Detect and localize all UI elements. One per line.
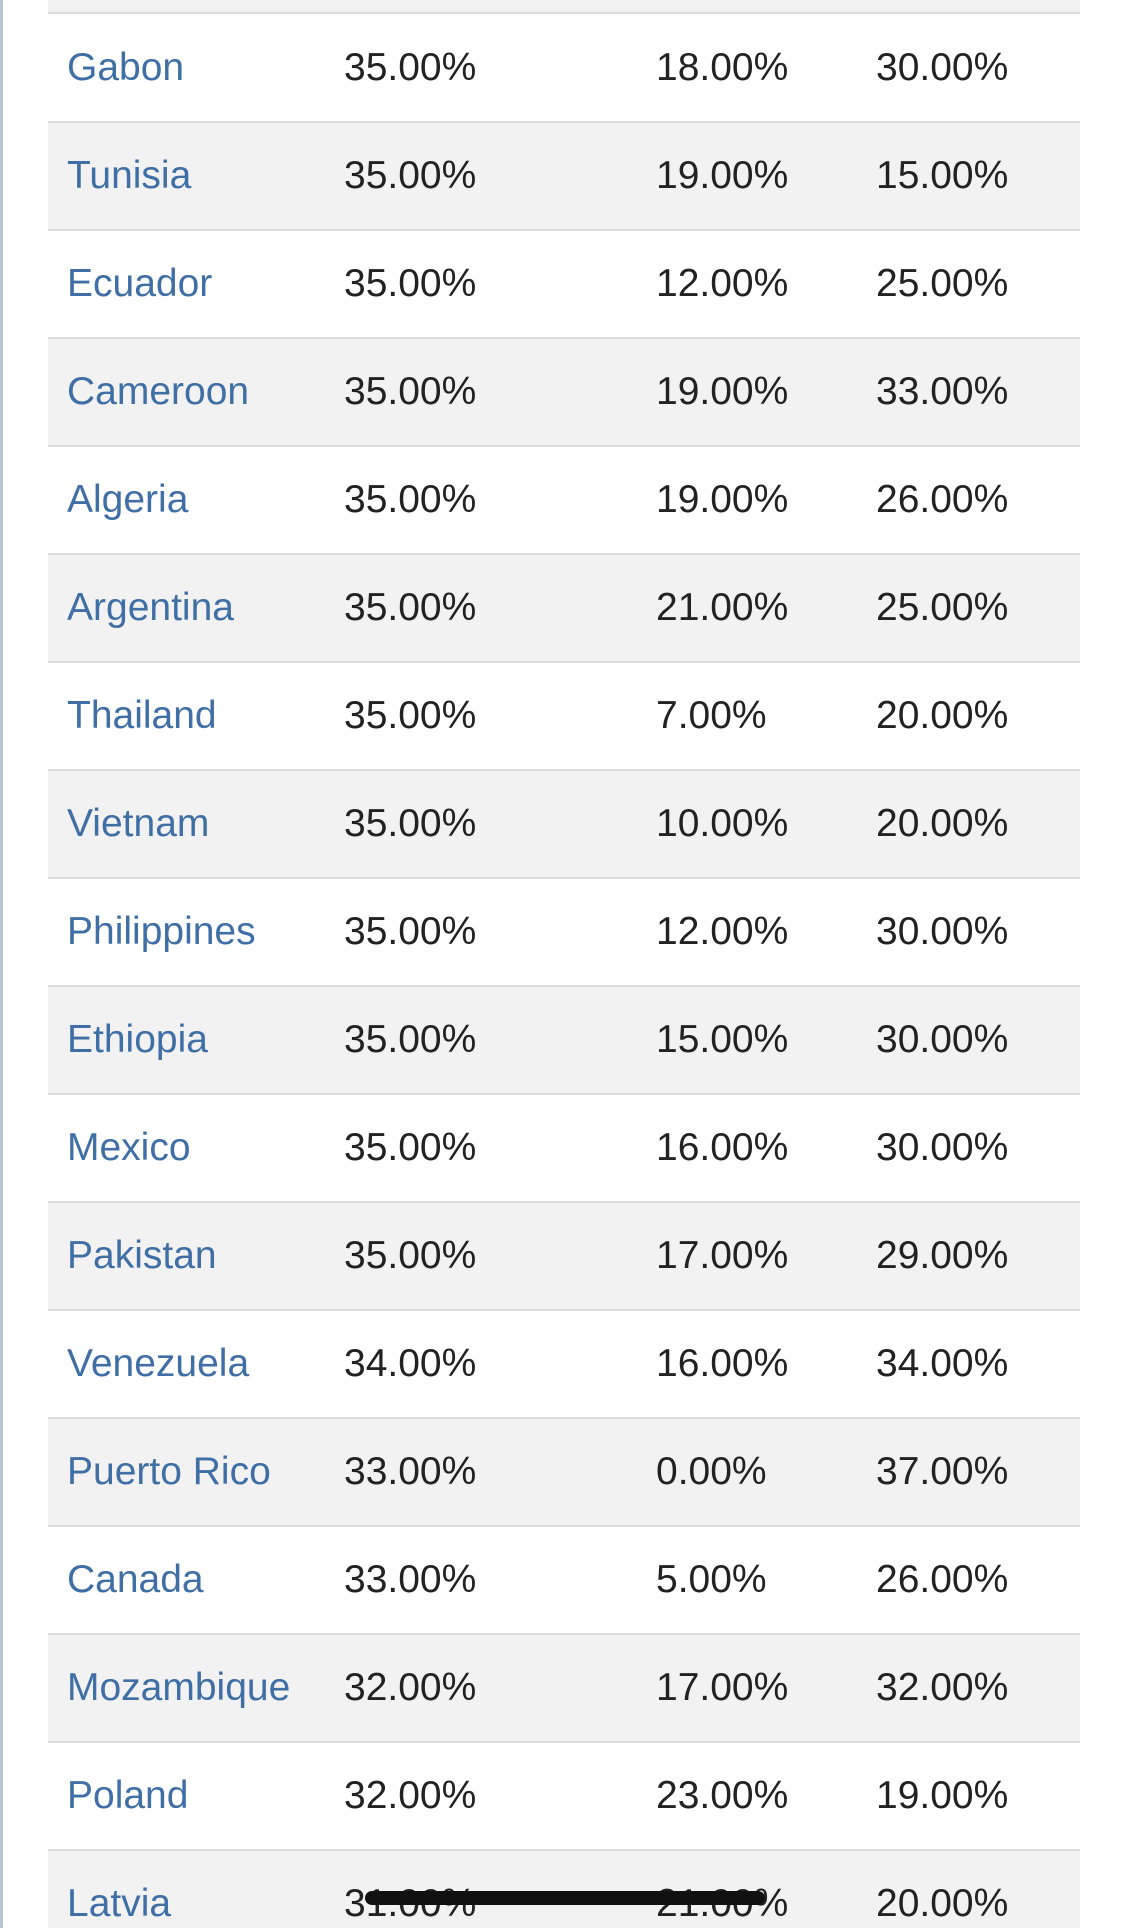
rate-cell: 35.00% [344, 802, 477, 845]
rate-cell: 16.00% [656, 1342, 789, 1385]
country-link[interactable]: Cameroon [67, 370, 250, 413]
data-table: Gabon 35.00% 18.00% 30.00% Tunisia 35.00% 19.0… [48, 14, 1080, 1928]
rate-cell: 19.00% [876, 1774, 1009, 1817]
rate-cell: 35.00% [344, 154, 477, 197]
rate-cell: 23.00% [656, 1774, 789, 1817]
rate-cell: 20.00% [876, 694, 1009, 737]
table-row: Canada 33.00% 5.00% 26.00% [48, 1526, 1080, 1634]
country-link[interactable]: Tunisia [67, 154, 192, 197]
rate-cell: 17.00% [656, 1234, 789, 1277]
rate-cell: 30.00% [876, 910, 1009, 953]
rate-cell: 35.00% [344, 586, 477, 629]
country-link[interactable]: Argentina [67, 586, 234, 629]
table-row: Ecuador 35.00% 12.00% 25.00% [48, 230, 1080, 338]
rate-cell: 20.00% [876, 802, 1009, 845]
country-link[interactable]: Algeria [67, 478, 189, 521]
country-link[interactable]: Vietnam [67, 802, 210, 845]
country-link[interactable]: Pakistan [67, 1234, 217, 1277]
country-link[interactable]: Mexico [67, 1126, 191, 1169]
country-link[interactable]: Poland [67, 1774, 189, 1817]
rate-cell: 29.00% [876, 1234, 1009, 1277]
country-link[interactable]: Canada [67, 1558, 204, 1601]
rate-cell: 12.00% [656, 262, 789, 305]
country-link[interactable]: Philippines [67, 910, 256, 953]
table-row: Thailand 35.00% 7.00% 20.00% [48, 662, 1080, 770]
rate-cell: 0.00% [656, 1450, 767, 1493]
table-row: Gabon 35.00% 18.00% 30.00% [48, 14, 1080, 122]
rate-cell: 30.00% [876, 1126, 1009, 1169]
rate-cell: 25.00% [876, 262, 1009, 305]
rate-cell: 15.00% [876, 154, 1009, 197]
previous-row [48, 0, 1080, 14]
rate-cell: 7.00% [656, 694, 767, 737]
rate-cell: 25.00% [876, 586, 1009, 629]
country-link[interactable]: Puerto Rico [67, 1450, 271, 1493]
rate-cell: 32.00% [344, 1666, 477, 1709]
country-link[interactable]: Mozambique [67, 1666, 291, 1709]
rate-cell: 12.00% [656, 910, 789, 953]
rate-cell: 35.00% [344, 910, 477, 953]
table-row: Mexico 35.00% 16.00% 30.00% [48, 1094, 1080, 1202]
table-row: Mozambique 32.00% 17.00% 32.00% [48, 1634, 1080, 1742]
table-row: Latvia 31.00%21.00%20.00% [48, 1850, 1080, 1928]
rate-cell: 34.00% [344, 1342, 477, 1385]
table-row: Poland 32.00% 23.00% 19.00% [48, 1742, 1080, 1850]
rate-cell: 35.00% [344, 694, 477, 737]
table-row: Ethiopia 35.00% 15.00% 30.00% [48, 986, 1080, 1094]
table-row: Puerto Rico 33.00% 0.00% 37.00% [48, 1418, 1080, 1526]
rate-cell: 19.00% [656, 154, 789, 197]
rate-cell: 34.00% [876, 1342, 1009, 1385]
table-row: Tunisia 35.00% 19.00% 15.00% [48, 122, 1080, 230]
rate-cell: 35.00% [344, 1126, 477, 1169]
table-row: Venezuela 34.00% 16.00% 34.00% [48, 1310, 1080, 1418]
rate-cell: 18.00% [656, 45, 789, 89]
table-row: Philippines 35.00% 12.00% 30.00% [48, 878, 1080, 986]
country-link[interactable]: Thailand [67, 694, 217, 737]
country-link[interactable]: Latvia [67, 1882, 172, 1925]
table-row: Algeria 35.00% 19.00% 26.00% [48, 446, 1080, 554]
rate-cell: 32.00% [876, 1666, 1009, 1709]
rate-cell: 33.00% [344, 1450, 477, 1493]
country-link[interactable]: Ethiopia [67, 1018, 208, 1061]
rate-cell: 21.00% [656, 586, 789, 629]
home-indicator [365, 1891, 765, 1905]
rate-cell: 30.00% [876, 45, 1009, 89]
rate-cell: 26.00% [876, 478, 1009, 521]
rate-cell: 35.00% [344, 370, 477, 413]
rate-cell: 32.00% [344, 1774, 477, 1817]
rate-cell: 35.00% [344, 262, 477, 305]
rate-cell: 21.00% [656, 1850, 876, 1928]
rate-cell: 33.00% [876, 370, 1009, 413]
rate-cell: 35.00% [344, 478, 477, 521]
rate-cell: 15.00% [656, 1018, 789, 1061]
rate-cell: 30.00% [876, 1018, 1009, 1061]
table-row: Cameroon 35.00% 19.00% 33.00% [48, 338, 1080, 446]
table-row: Argentina 35.00% 21.00% 25.00% [48, 554, 1080, 662]
rate-cell: 37.00% [876, 1450, 1009, 1493]
country-link[interactable]: Ecuador [67, 262, 213, 305]
table-row: Pakistan 35.00% 17.00% 29.00% [48, 1202, 1080, 1310]
rate-cell: 26.00% [876, 1558, 1009, 1601]
rate-cell: 19.00% [656, 370, 789, 413]
rate-cell: 10.00% [656, 802, 789, 845]
table-row: Vietnam 35.00% 10.00% 20.00% [48, 770, 1080, 878]
country-link[interactable]: Gabon [67, 45, 185, 89]
rate-cell: 33.00% [344, 1558, 477, 1601]
rate-cell: 35.00% [344, 45, 477, 89]
rate-cell: 20.00% [876, 1882, 1009, 1925]
rate-cell: 16.00% [656, 1126, 789, 1169]
rate-cell: 19.00% [656, 478, 789, 521]
country-link[interactable]: Venezuela [67, 1342, 250, 1385]
rate-cell: 5.00% [656, 1558, 767, 1601]
rate-cell: 35.00% [344, 1018, 477, 1061]
rate-cell: 35.00% [344, 1234, 477, 1277]
rate-cell: 17.00% [656, 1666, 789, 1709]
rate-cell: 31.00% [344, 1850, 656, 1928]
